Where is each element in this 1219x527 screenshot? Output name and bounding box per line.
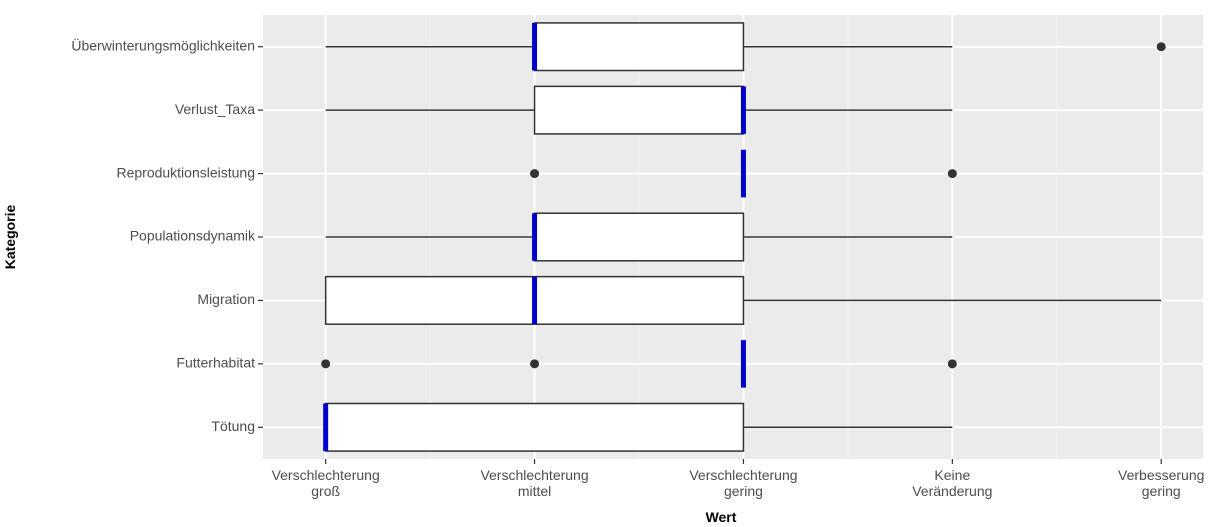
box-uberwinterungsmoglichkeiten	[325, 22, 1166, 72]
outlier-point	[530, 359, 540, 369]
y-tick-label: Verlust_Taxa	[175, 101, 255, 117]
outlier-point	[321, 359, 331, 369]
y-axis: Überwinterungsmöglichkeiten Verlust_Taxa R…	[71, 36, 263, 434]
x-tick-label: Verschlechterung gering	[689, 467, 797, 499]
y-tick-label: Migration	[197, 291, 255, 307]
outlier-point	[947, 169, 957, 179]
box-migration	[324, 275, 1162, 325]
box-populationsdynamik	[325, 212, 953, 262]
x-axis: Verschlechterung groß Verschlechterung mitt…	[272, 459, 1204, 499]
y-tick-label: Reproduktionsleistung	[116, 164, 255, 180]
x-tick-label: Verschlechterung groß	[272, 467, 380, 499]
x-tick-label: Verbesserung gering	[1118, 467, 1204, 499]
box-iqr	[324, 402, 745, 452]
outlier-point	[947, 359, 957, 369]
outlier-point	[530, 169, 540, 179]
y-axis-title: Kategorie	[2, 205, 18, 270]
outlier-point	[1156, 42, 1166, 52]
box-iqr	[533, 85, 745, 135]
box-reproduktionsleistung	[530, 149, 957, 198]
box-totung	[323, 402, 953, 452]
x-tick-label: Verschlechterung mittel	[480, 467, 588, 499]
box-futterhabitat	[321, 340, 957, 388]
y-tick-label: Überwinterungsmöglichkeiten	[71, 36, 255, 53]
x-axis-title: Wert	[706, 509, 737, 525]
box-iqr	[533, 212, 745, 262]
box-verlust-taxa	[325, 85, 953, 135]
boxes-layer	[321, 22, 1166, 452]
y-tick-label: Futterhabitat	[176, 355, 255, 371]
y-tick-label: Tötung	[211, 418, 255, 434]
y-tick-label: Populationsdynamik	[130, 228, 256, 244]
box-iqr	[533, 22, 745, 72]
x-tick-label: Keine Veränderung	[912, 467, 992, 499]
